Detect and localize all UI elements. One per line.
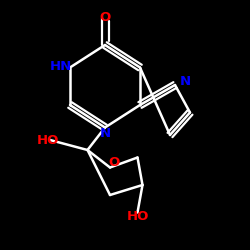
Text: N: N	[180, 75, 190, 88]
Text: HN: HN	[50, 60, 72, 73]
Text: O: O	[108, 156, 120, 169]
Text: HO: HO	[36, 134, 59, 146]
Text: N: N	[100, 127, 110, 140]
Text: O: O	[100, 11, 110, 24]
Text: HO: HO	[126, 210, 149, 223]
